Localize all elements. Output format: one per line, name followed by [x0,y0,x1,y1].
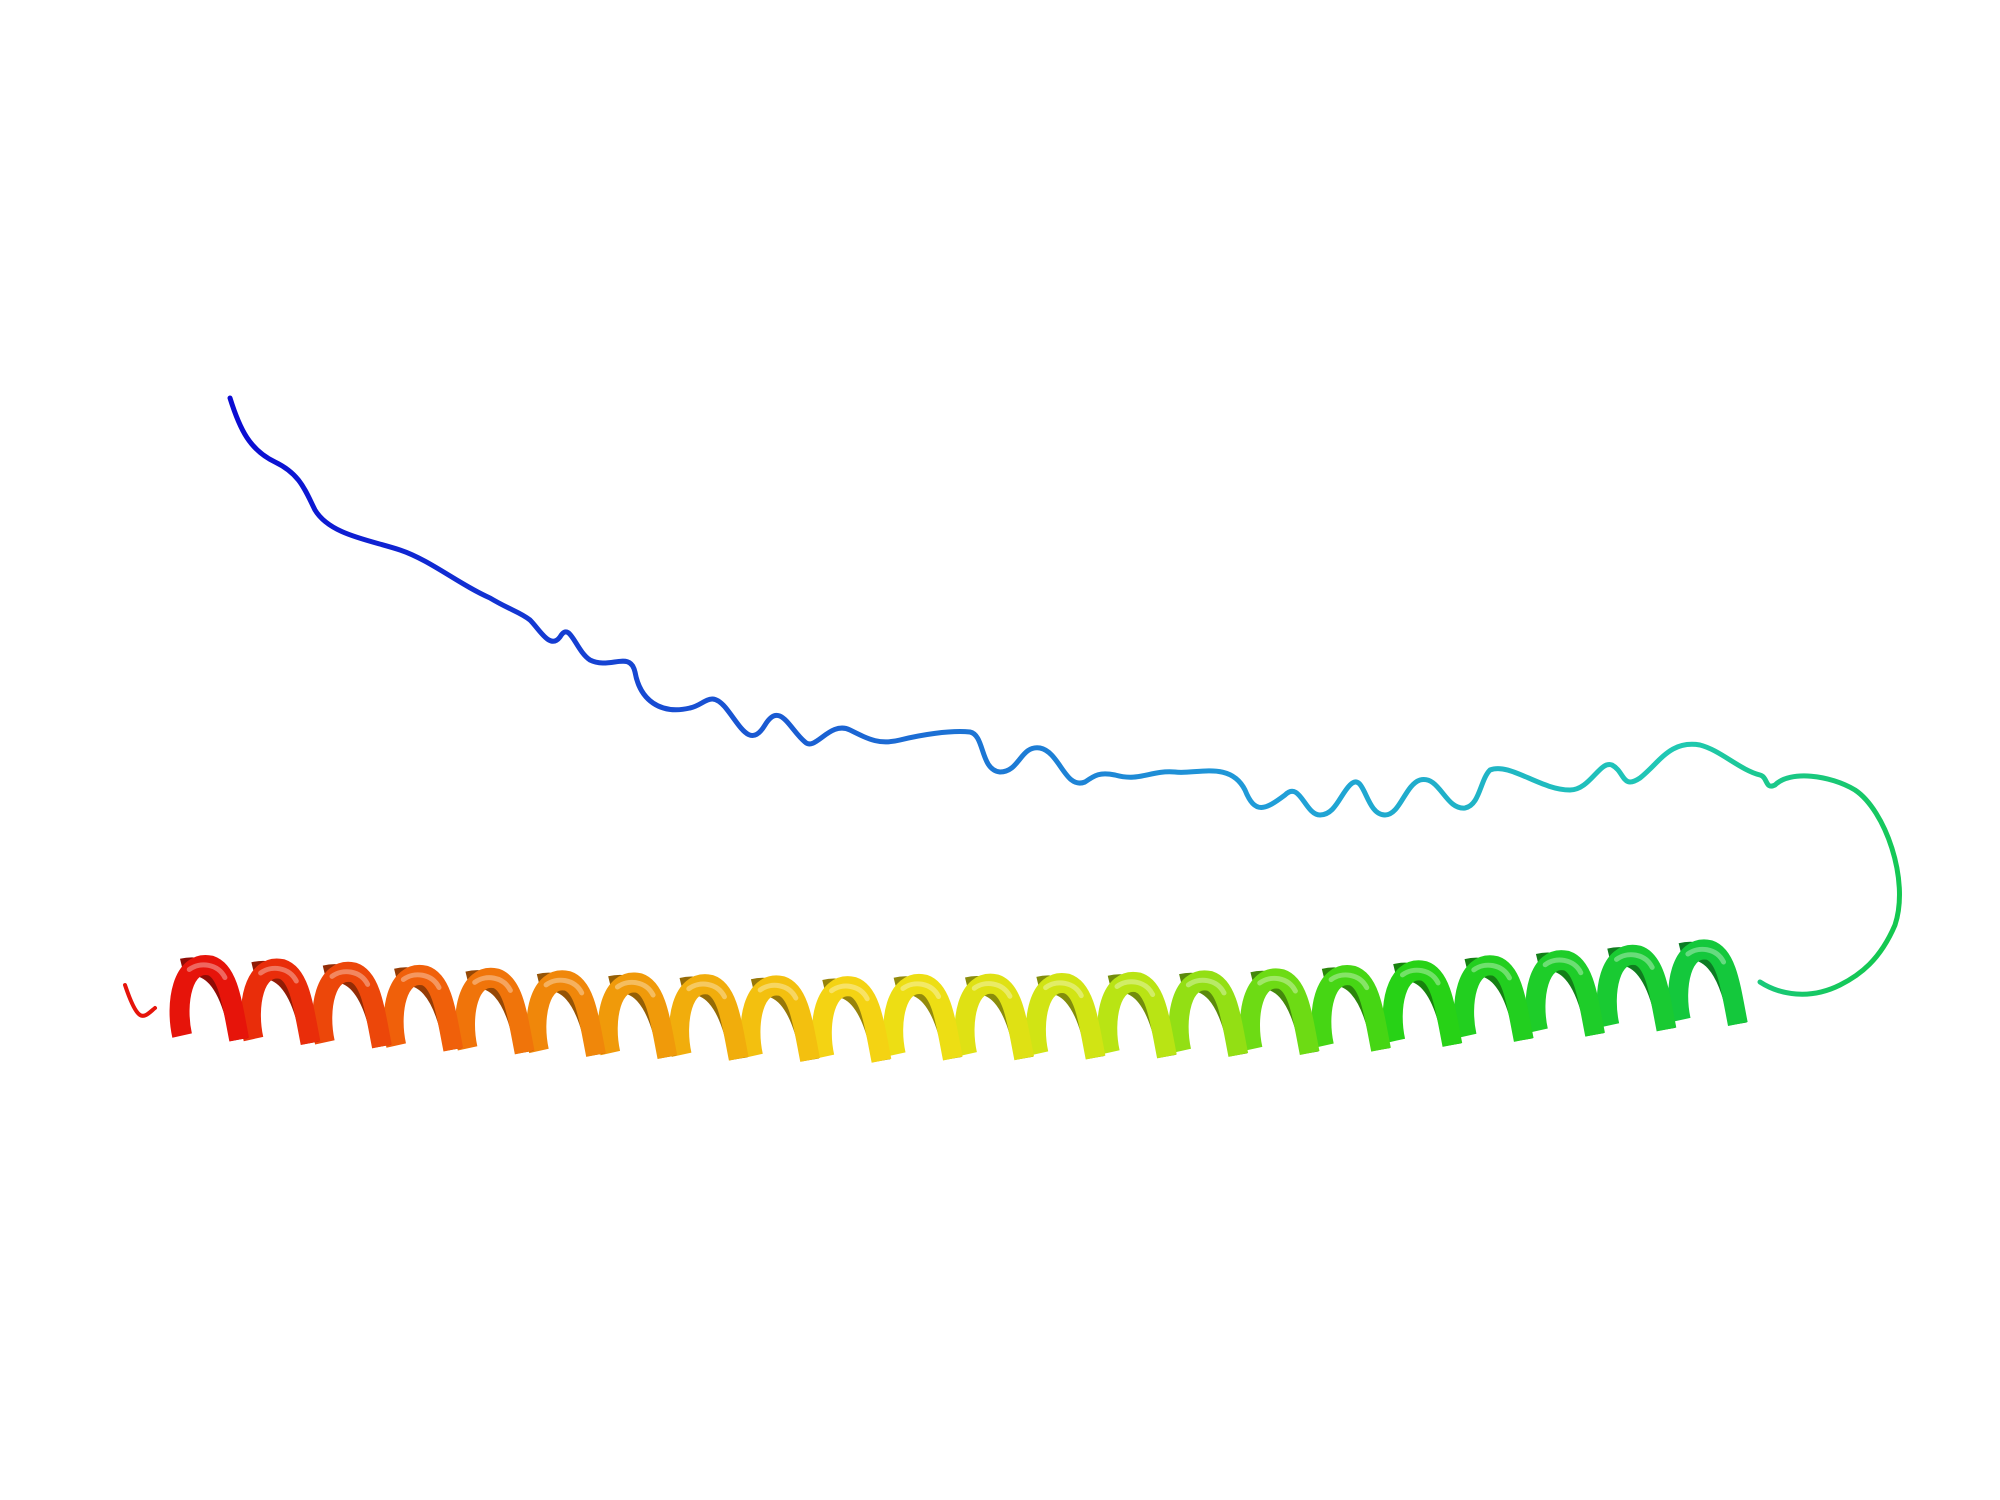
helix-turn-front [240,958,321,1045]
helix-highlight [1399,967,1441,986]
helix-turn-front [1240,968,1320,1055]
helix-turn-front [383,965,464,1052]
helix-turn-front [1025,973,1106,1060]
helix-highlight [971,981,1013,999]
helix-turn-front [455,967,535,1055]
helix-highlight [258,965,299,984]
helix-turn-front [1454,955,1534,1042]
helix-highlight [1328,972,1370,991]
helix-turn-front [1168,970,1249,1057]
helix-turn-front [669,974,749,1061]
helix-highlight [1114,979,1156,997]
helix-turn-front [1097,972,1177,1059]
helix-highlight [1043,980,1084,999]
helix-region [123,939,1748,1063]
helix-turn-front [740,975,820,1062]
helix-turn-front [1382,960,1463,1047]
helix-highlight [1685,946,1727,965]
helix-turn-front [1596,944,1677,1032]
helix-turn-front [1525,950,1605,1037]
helix-turn-front [954,973,1035,1061]
helix-highlight [829,983,870,1002]
helix-highlight [543,977,585,996]
helix-turn-front [883,974,963,1061]
helix-turn-front [811,976,892,1063]
helix-highlight [686,981,727,1000]
c-terminal-tail [123,983,157,1018]
helix-turn-front [169,955,250,1042]
helix-highlight [329,969,371,987]
helix-highlight [900,981,942,999]
helix-highlight [1185,977,1227,996]
helix-turn-front [526,970,606,1057]
helix-highlight [614,979,656,998]
helix-highlight [1471,962,1512,981]
helix-highlight [400,972,442,991]
helix-turn-front [312,961,392,1049]
helix-turn-front [1311,965,1391,1052]
helix-highlight [472,975,513,993]
helix-turn-front [1668,939,1748,1026]
disordered-coil [227,395,1902,997]
helix-turn-front [597,972,678,1059]
helix-highlight [1257,975,1298,994]
helix-highlight [186,962,228,981]
helix-highlight [757,982,799,1001]
helix-highlight [1542,957,1584,976]
helix-highlight [1614,952,1655,970]
coil-region [227,395,1902,997]
